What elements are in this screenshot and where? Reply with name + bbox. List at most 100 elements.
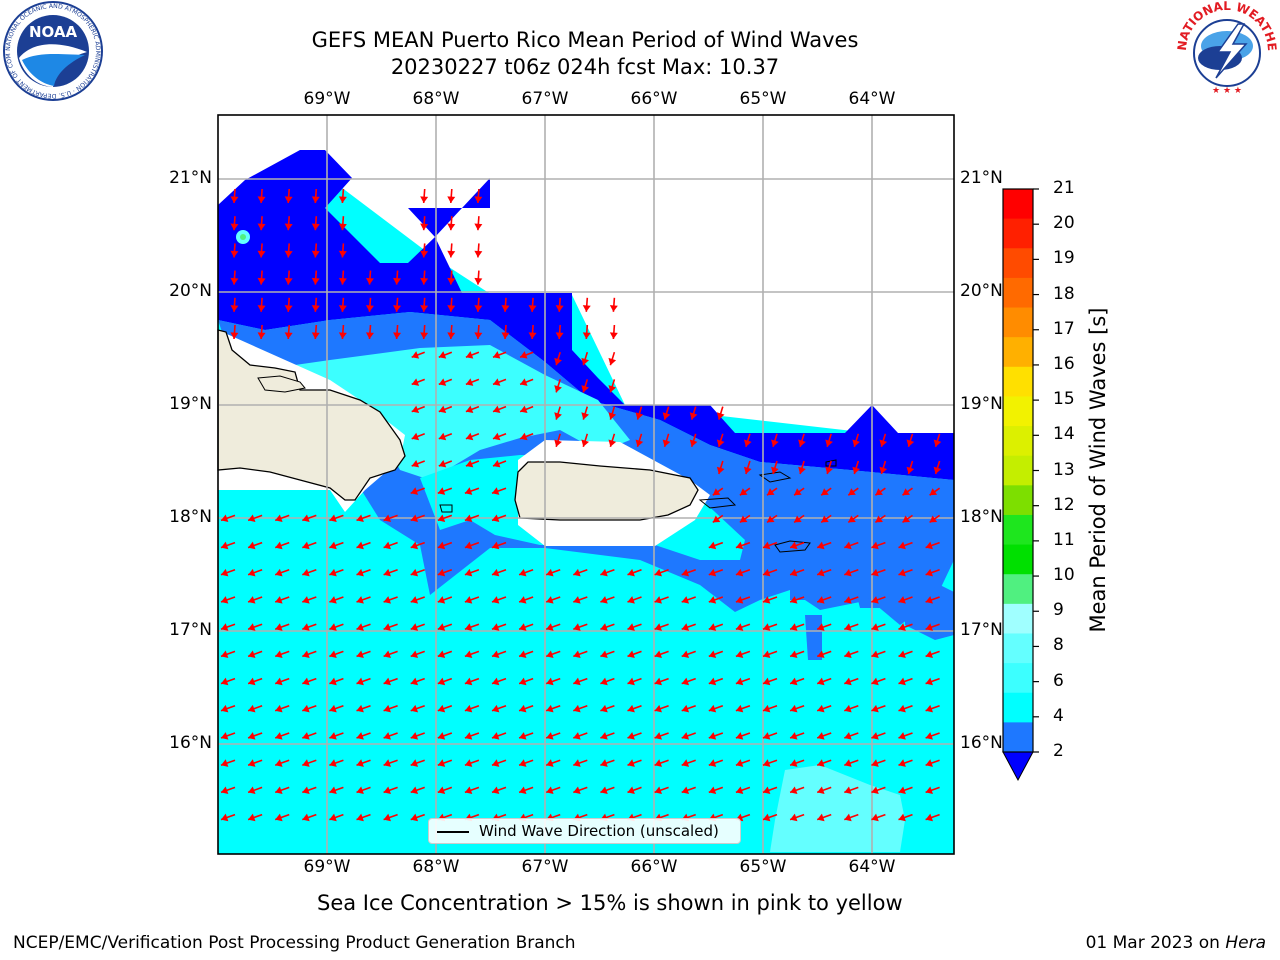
lat-label-left: 18°N bbox=[169, 507, 212, 527]
wind-arrow bbox=[465, 378, 480, 386]
wind-arrow bbox=[554, 406, 562, 420]
wind-arrow bbox=[437, 732, 453, 740]
wind-arrow bbox=[383, 732, 398, 740]
wind-arrow bbox=[220, 623, 236, 631]
wind-arrow bbox=[410, 813, 425, 822]
wind-arrow bbox=[329, 732, 344, 740]
wind-arrow bbox=[627, 568, 642, 577]
wind-arrow bbox=[581, 406, 590, 420]
wind-arrow bbox=[654, 623, 669, 631]
lon-label-top: 66°W bbox=[630, 89, 678, 109]
wind-arrow bbox=[898, 596, 913, 604]
wind-arrow bbox=[491, 759, 507, 767]
wind-arrow bbox=[609, 297, 618, 312]
wind-arrow bbox=[627, 732, 642, 740]
wind-arrow bbox=[247, 813, 263, 822]
wind-arrow bbox=[871, 786, 886, 795]
wind-arrow bbox=[501, 324, 510, 340]
wind-arrow bbox=[654, 568, 669, 577]
wind-arrow bbox=[816, 623, 832, 631]
colorbar-segment-16 bbox=[1003, 663, 1033, 694]
lat-label-right: 20°N bbox=[960, 281, 1003, 301]
wind-arrow bbox=[438, 459, 453, 468]
wind-arrow bbox=[420, 188, 429, 204]
wind-arrow bbox=[437, 514, 453, 523]
wind-arrow bbox=[230, 270, 239, 285]
colorbar-segment-5 bbox=[1003, 337, 1033, 368]
wind-arrow bbox=[879, 460, 888, 475]
land-st-croix bbox=[774, 540, 811, 553]
wind-arrow bbox=[925, 596, 940, 604]
wind-arrow bbox=[581, 351, 590, 366]
wind-arrow bbox=[600, 623, 615, 631]
wind-arrow bbox=[627, 759, 642, 767]
wind-arrow bbox=[356, 650, 371, 659]
wind-arrow bbox=[816, 759, 832, 767]
wind-arrow bbox=[518, 623, 534, 631]
wind-arrow bbox=[762, 704, 778, 713]
wind-arrow bbox=[798, 433, 806, 448]
wind-arrow bbox=[491, 650, 507, 659]
wind-arrow bbox=[492, 432, 507, 441]
wind-arrow bbox=[852, 460, 861, 475]
wind-arrow bbox=[825, 433, 833, 448]
wind-arrow bbox=[356, 704, 371, 713]
colorbar-tick-label: 12 bbox=[1053, 494, 1075, 515]
wind-arrow bbox=[230, 324, 239, 340]
wind-arrow bbox=[735, 623, 751, 631]
lat-label-left: 17°N bbox=[169, 620, 212, 640]
wind-arrow bbox=[771, 433, 779, 448]
wind-arrow bbox=[492, 351, 507, 359]
wind-arrow bbox=[492, 405, 507, 414]
wind-arrow bbox=[302, 677, 317, 686]
wind-arrow bbox=[383, 514, 398, 523]
lon-label-bottom: 68°W bbox=[412, 857, 460, 877]
wind-arrow bbox=[545, 786, 561, 795]
wind-arrow bbox=[420, 243, 429, 258]
wind-arrow bbox=[437, 677, 453, 686]
wind-arrow bbox=[635, 406, 644, 420]
wind-arrow bbox=[925, 759, 940, 767]
wind-arrow bbox=[708, 677, 724, 686]
wind-arrow bbox=[410, 487, 425, 495]
wind-arrow bbox=[356, 786, 371, 795]
wind-arrow bbox=[762, 596, 778, 604]
wind-arrow bbox=[438, 405, 453, 414]
wind-arrow bbox=[329, 786, 344, 795]
wind-arrow bbox=[356, 514, 371, 523]
wind-arrow bbox=[898, 623, 913, 631]
wind-arrow bbox=[492, 378, 507, 386]
wind-arrow bbox=[302, 650, 317, 659]
lon-label-bottom: 65°W bbox=[739, 857, 787, 877]
lon-label-bottom: 67°W bbox=[521, 857, 569, 877]
wind-arrow bbox=[447, 297, 456, 312]
wind-arrow bbox=[925, 541, 940, 550]
colorbar-segment-6 bbox=[1003, 366, 1033, 397]
colorbar-tick-label: 14 bbox=[1053, 424, 1075, 445]
wind-arrow bbox=[708, 541, 724, 550]
colorbar-tick-label: 11 bbox=[1053, 529, 1075, 550]
wind-arrow bbox=[220, 596, 236, 604]
wind-arrow bbox=[735, 759, 751, 767]
wind-arrow bbox=[654, 759, 669, 767]
land-vieques bbox=[698, 497, 737, 509]
wind-arrow bbox=[365, 270, 374, 285]
wind-arrow bbox=[654, 596, 669, 604]
wind-arrow bbox=[437, 786, 453, 795]
patch-4 bbox=[905, 585, 954, 640]
wind-arrow bbox=[874, 514, 886, 524]
wind-arrow bbox=[789, 677, 805, 686]
wind-arrow bbox=[708, 596, 724, 604]
wind-arrow bbox=[311, 188, 320, 204]
wind-arrow bbox=[820, 487, 832, 496]
wind-arrow bbox=[545, 596, 561, 604]
wind-arrow bbox=[464, 759, 480, 767]
wind-arrow bbox=[771, 460, 779, 475]
wind-arrow bbox=[789, 813, 805, 822]
footer-machine: Hera bbox=[1225, 933, 1266, 953]
wind-arrow bbox=[302, 623, 317, 631]
wind-arrow bbox=[274, 786, 290, 795]
wind-arrow bbox=[311, 297, 320, 312]
wind-arrow bbox=[844, 786, 859, 795]
